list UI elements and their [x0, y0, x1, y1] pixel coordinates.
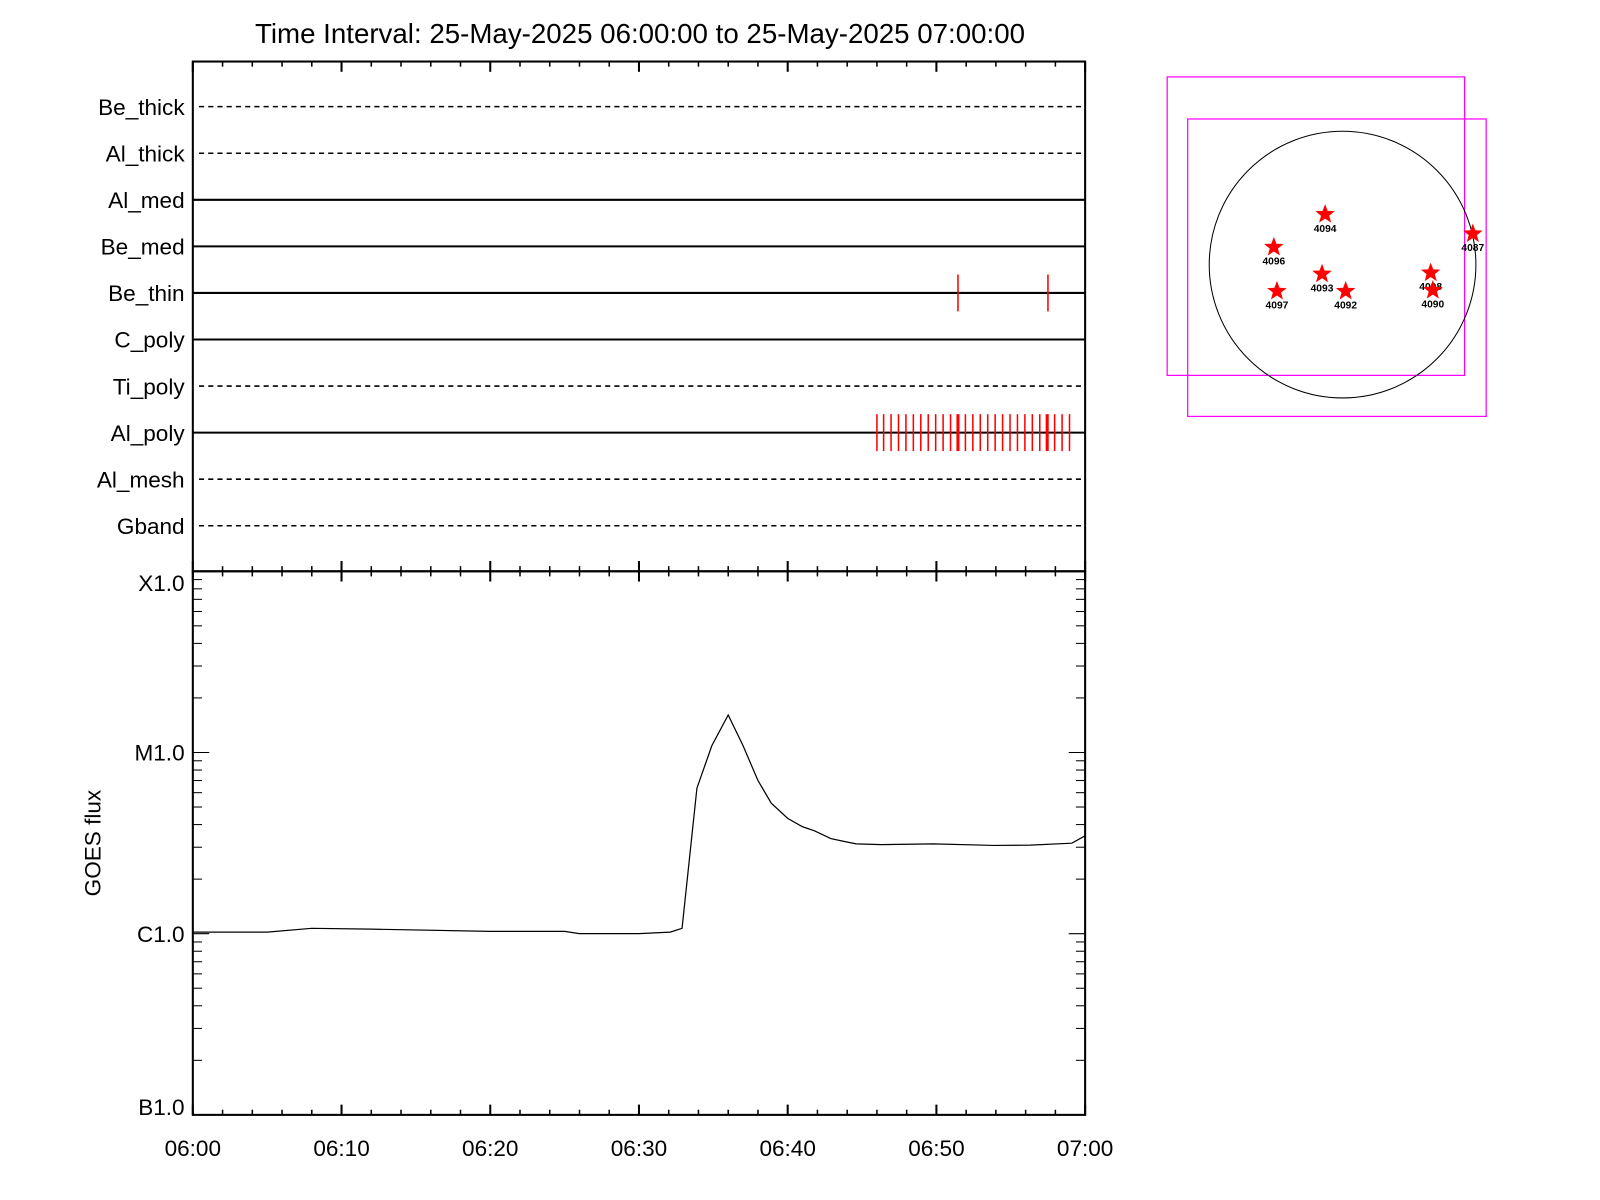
solar-limb [1208, 130, 1477, 399]
active-region-star-icon [1267, 280, 1287, 300]
y-tick-label: B1.0 [138, 1095, 184, 1120]
active-region-star-icon [1463, 223, 1483, 243]
x-tick-label: 06:20 [462, 1136, 518, 1161]
active-region-label: 4090 [1421, 300, 1444, 311]
y-tick-label: X1.0 [138, 571, 184, 596]
active-region-label: 4092 [1334, 301, 1357, 312]
filter-label-al_poly: Al_poly [111, 421, 186, 446]
fov-box-1 [1166, 76, 1466, 376]
goes-flux-line [192, 713, 1086, 935]
filter-label-ti_poly: Ti_poly [113, 374, 186, 399]
x-tick-label: 06:30 [611, 1136, 667, 1161]
filter-label-be_med: Be_med [101, 235, 185, 260]
active-region-star-icon [1312, 263, 1332, 283]
active-region-label: 4096 [1262, 257, 1285, 268]
goes-panel: GOES flux 06:00 06:10 06:20 06:30 06:40 06:50… [81, 570, 1113, 1161]
x-tick-label: 06:10 [313, 1136, 369, 1161]
filter-label-al_thick: Al_thick [106, 141, 186, 166]
x-tick-label: 07:00 [1057, 1136, 1113, 1161]
active-region-star-icon [1315, 204, 1335, 223]
filter-label-be_thick: Be_thick [98, 95, 185, 120]
goes-panel-frame [191, 570, 1087, 1116]
filter-label-al_mesh: Al_mesh [97, 467, 185, 492]
active-region-star-icon [1423, 280, 1443, 299]
active-region-label: 4087 [1461, 243, 1484, 254]
x-tick-label: 06:40 [759, 1136, 815, 1161]
active-region-star-icon [1335, 280, 1356, 300]
active-region-star-icon [1264, 236, 1284, 256]
x-tick-label: 06:50 [908, 1136, 964, 1161]
y-tick-label: C1.0 [137, 922, 185, 947]
active-region-star-icon [1420, 262, 1441, 282]
chart-title: Time Interval: 25-May-2025 06:00:00 to 2… [255, 18, 1025, 49]
filter-panel-frame [191, 60, 1087, 573]
sun-map: 40944096409340924097409840904087 [1166, 76, 1487, 418]
active-region-label: 4093 [1311, 283, 1334, 294]
filter-label-be_thin: Be_thin [108, 281, 184, 306]
filter-label-gband: Gband [117, 514, 185, 539]
y-axis-label: GOES flux [81, 789, 106, 896]
y-tick-label: M1.0 [134, 741, 184, 766]
filter-label-c_poly: C_poly [114, 328, 185, 353]
filter-label-al_med: Al_med [108, 188, 184, 213]
active-region-label: 4094 [1314, 224, 1337, 235]
active-region-label: 4097 [1266, 301, 1289, 312]
fov-box-2 [1187, 118, 1487, 418]
x-tick-label: 06:00 [165, 1136, 221, 1161]
filter-panel: Be_thick Al_thick Al_med Be_med Be_thin C_pol… [97, 60, 1087, 573]
